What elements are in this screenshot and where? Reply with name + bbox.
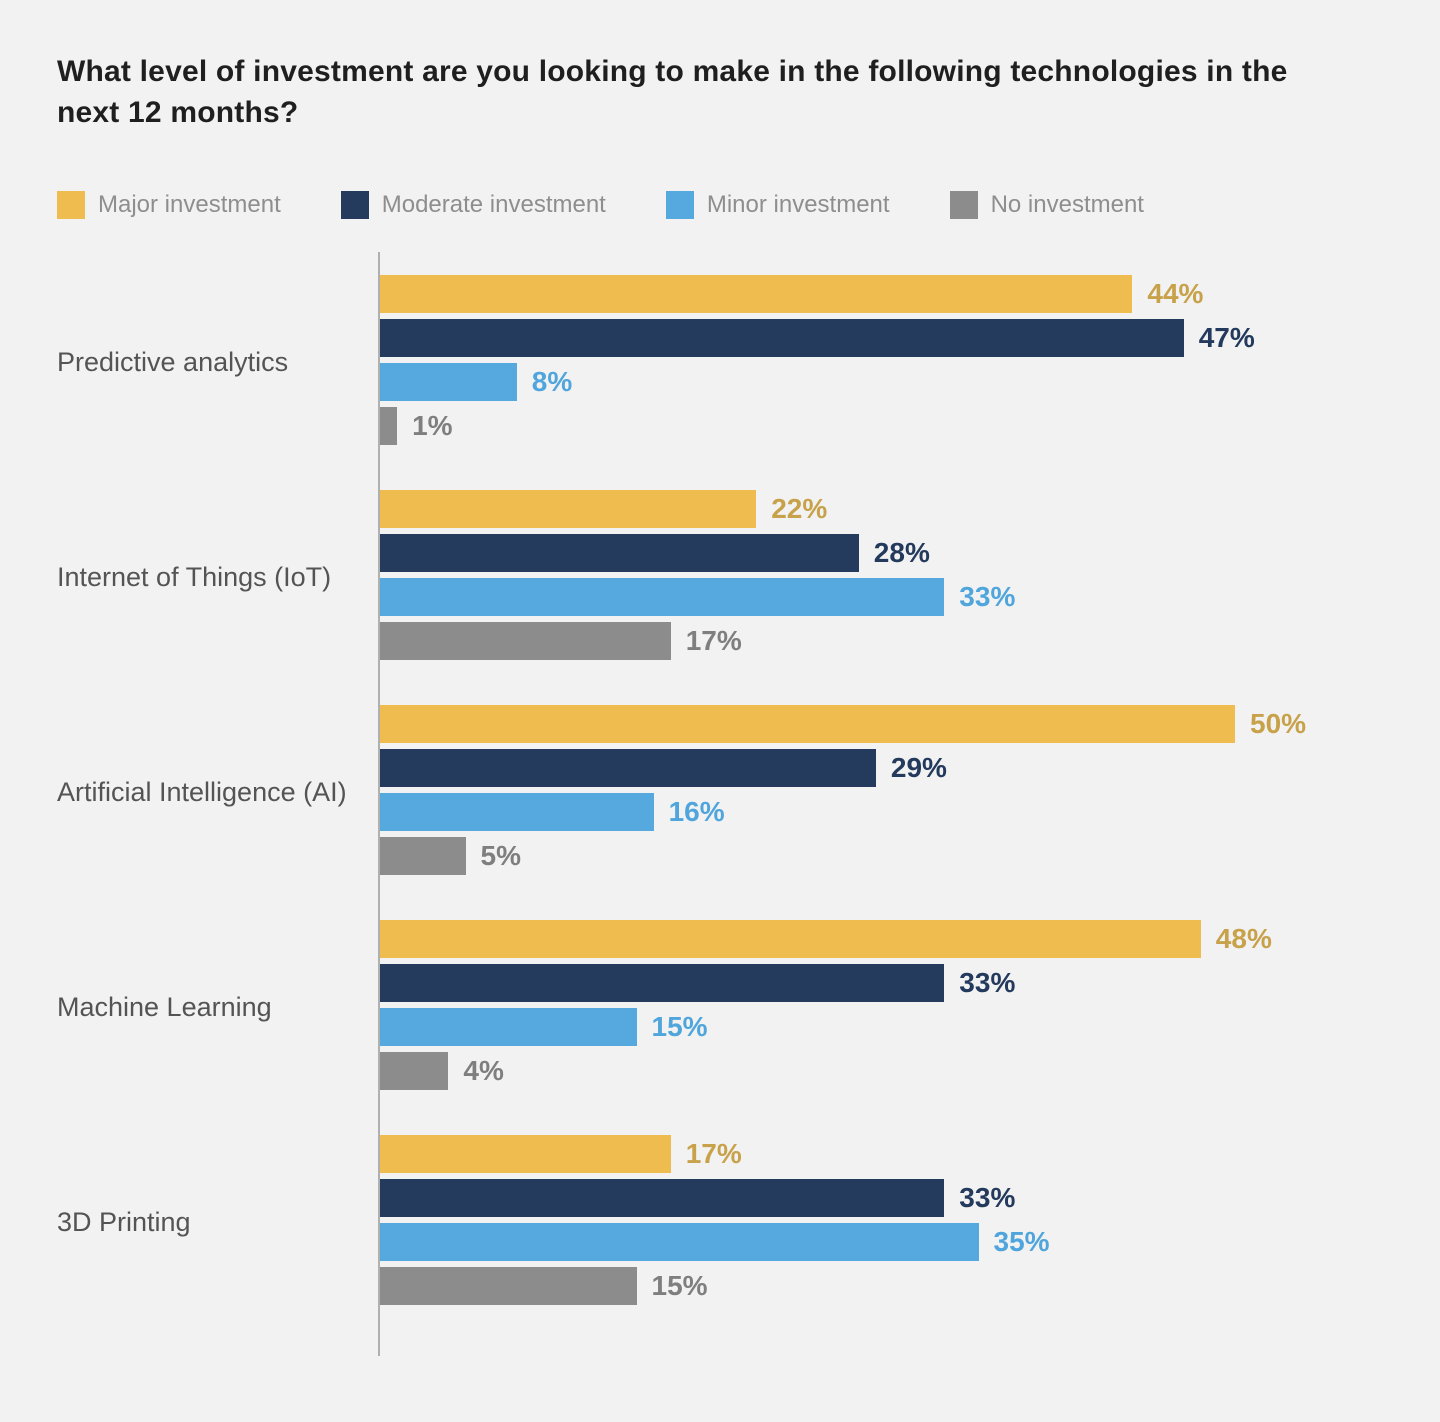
category-group-artificial-intelligence-ai: Artificial Intelligence (AI) 50% 29% 16% 5% <box>0 705 1440 881</box>
y-axis-line <box>378 252 380 1356</box>
legend-label: Major investment <box>98 191 281 218</box>
bar-row: 16% <box>380 793 1440 831</box>
legend-label: Moderate investment <box>381 191 606 218</box>
bar-row: 33% <box>380 1179 1440 1217</box>
category-label: Internet of Things (IoT) <box>57 562 332 593</box>
bar-minor-investment <box>380 363 517 401</box>
bar-minor-investment <box>380 1008 637 1046</box>
legend-swatch-major-investment-icon <box>57 191 85 219</box>
legend-item-minor-investment: Minor investment <box>665 191 890 219</box>
bar-value-label: 44% <box>1147 278 1204 309</box>
bar-chart: Predictive analytics 44% 47% 8% 1% Internet o… <box>0 252 1440 1356</box>
bar-major-investment <box>380 275 1133 313</box>
bar-row: 4% <box>380 1052 1440 1090</box>
legend-label: No investment <box>990 191 1144 218</box>
bar-row: 29% <box>380 749 1440 787</box>
bar-value-label: 47% <box>1198 322 1255 353</box>
legend-label: Minor investment <box>706 191 890 218</box>
bar-value-label: 50% <box>1250 708 1307 739</box>
category-bars: 50% 29% 16% 5% <box>380 705 1440 881</box>
bar-value-label: 22% <box>771 493 828 524</box>
legend-item-major-investment: Major investment <box>57 191 281 219</box>
category-label: Artificial Intelligence (AI) <box>57 777 347 808</box>
bar-minor-investment <box>380 1223 979 1261</box>
bar-no-investment <box>380 837 466 875</box>
legend-swatch-minor-investment-icon <box>665 191 694 219</box>
bar-value-label: 33% <box>959 967 1016 998</box>
bar-no-investment <box>380 622 671 660</box>
legend-swatch-moderate-investment-icon <box>340 191 369 219</box>
bar-value-label: 33% <box>959 581 1016 612</box>
bar-value-label: 15% <box>651 1011 708 1042</box>
bar-row: 33% <box>380 964 1440 1002</box>
category-bars: 22% 28% 33% 17% <box>380 490 1440 666</box>
category-group-machine-learning: Machine Learning 48% 33% 15% 4% <box>0 920 1440 1096</box>
bar-row: 17% <box>380 1135 1440 1173</box>
legend-swatch-no-investment-icon <box>949 191 978 219</box>
legend-item-moderate-investment: Moderate investment <box>340 191 606 219</box>
bar-moderate-investment <box>380 964 945 1002</box>
bar-minor-investment <box>380 578 945 616</box>
legend: Major investment Moderate investment Min… <box>57 191 1440 219</box>
category-bars: 48% 33% 15% 4% <box>380 920 1440 1096</box>
bar-row: 33% <box>380 578 1440 616</box>
bar-moderate-investment <box>380 534 859 572</box>
category-label: 3D Printing <box>57 1207 191 1238</box>
bar-row: 48% <box>380 920 1440 958</box>
category-group-predictive-analytics: Predictive analytics 44% 47% 8% 1% <box>0 275 1440 451</box>
bar-value-label: 29% <box>890 752 947 783</box>
bar-row: 50% <box>380 705 1440 743</box>
bar-value-label: 28% <box>873 537 930 568</box>
bar-moderate-investment <box>380 319 1184 357</box>
category-label: Predictive analytics <box>57 347 289 378</box>
bar-row: 17% <box>380 622 1440 660</box>
chart-title: What level of investment are you looking… <box>57 55 1288 129</box>
bar-row: 15% <box>380 1008 1440 1046</box>
bar-row: 35% <box>380 1223 1440 1261</box>
category-bars: 44% 47% 8% 1% <box>380 275 1440 451</box>
bar-no-investment <box>380 407 398 445</box>
bar-value-label: 33% <box>959 1182 1016 1213</box>
bar-value-label: 1% <box>412 410 453 441</box>
bar-value-label: 16% <box>668 796 725 827</box>
bar-major-investment <box>380 1135 671 1173</box>
bar-value-label: 48% <box>1215 923 1272 954</box>
bar-minor-investment <box>380 793 654 831</box>
bar-moderate-investment <box>380 749 876 787</box>
bar-no-investment <box>380 1052 449 1090</box>
bar-row: 44% <box>380 275 1440 313</box>
bar-value-label: 4% <box>463 1055 504 1086</box>
bar-row: 22% <box>380 490 1440 528</box>
bar-value-label: 35% <box>993 1226 1050 1257</box>
category-group-internet-of-things-iot: Internet of Things (IoT) 22% 28% 33% 17% <box>0 490 1440 666</box>
bar-value-label: 8% <box>531 366 573 397</box>
bar-major-investment <box>380 705 1235 743</box>
bar-no-investment <box>380 1267 637 1305</box>
bar-row: 1% <box>380 407 1440 445</box>
bar-value-label: 17% <box>685 625 742 656</box>
bar-row: 47% <box>380 319 1440 357</box>
bar-row: 8% <box>380 363 1440 401</box>
bar-moderate-investment <box>380 1179 945 1217</box>
bar-value-label: 17% <box>685 1138 742 1169</box>
category-bars: 17% 33% 35% 15% <box>380 1135 1440 1311</box>
bar-major-investment <box>380 490 757 528</box>
category-group-3d-printing: 3D Printing 17% 33% 35% 15% <box>0 1135 1440 1311</box>
bar-value-label: 5% <box>480 840 521 871</box>
bar-row: 15% <box>380 1267 1440 1305</box>
bar-row: 5% <box>380 837 1440 875</box>
bar-row: 28% <box>380 534 1440 572</box>
category-label: Machine Learning <box>57 992 272 1023</box>
bar-value-label: 15% <box>651 1270 708 1301</box>
legend-item-no-investment: No investment <box>949 191 1144 219</box>
bar-major-investment <box>380 920 1201 958</box>
